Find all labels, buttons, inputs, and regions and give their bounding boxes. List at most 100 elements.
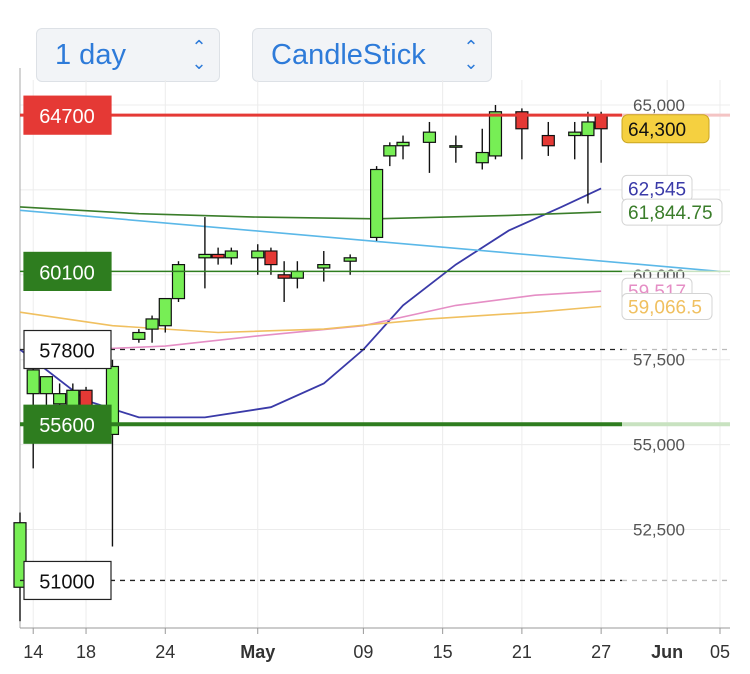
candle [475, 128, 489, 170]
candle [594, 111, 608, 163]
moving-average-line [19, 206, 602, 220]
candle-body [158, 297, 172, 327]
price-level-badge [23, 95, 112, 135]
candle-body [594, 114, 608, 130]
price-level-badge [23, 560, 112, 601]
candle-body [475, 151, 489, 164]
candle-body [251, 250, 265, 259]
x-tick-label: May [240, 642, 275, 662]
price-level-badge [23, 404, 112, 444]
candle [251, 244, 265, 275]
x-tick-label: Jun [651, 642, 683, 662]
candle-body [198, 253, 212, 259]
candle-body [541, 134, 555, 147]
candle-body [370, 168, 384, 239]
interval-select-label: 1 day [55, 38, 126, 71]
moving-average-line [19, 209, 721, 273]
candle-body [343, 257, 357, 262]
candle [13, 512, 27, 622]
candle-body [290, 270, 304, 279]
price-level-badge [23, 329, 112, 370]
candle [396, 135, 410, 160]
candle [224, 247, 238, 265]
value-badge [621, 292, 713, 320]
candle [541, 121, 555, 156]
price-level-text: 60100 [39, 262, 95, 284]
price-level-text: 51000 [39, 571, 95, 593]
y-tick-label: 55,000 [633, 436, 685, 455]
candle-body [211, 253, 225, 259]
value-text: 61,844.75 [628, 203, 713, 224]
right-value-label: 59,066.5 [621, 292, 713, 320]
y-tick-label: 52,500 [633, 521, 685, 540]
value-text: 62,545 [628, 179, 686, 200]
candle [198, 217, 212, 289]
last-price-badge [621, 114, 710, 144]
price-level-label[interactable]: 64700 [23, 95, 112, 135]
right-value-label: 61,844.75 [621, 198, 723, 226]
right-value-label: 62,545 [621, 174, 693, 202]
candle [581, 111, 595, 204]
candle [105, 359, 120, 547]
candle [568, 121, 582, 160]
x-tick-label: 09 [353, 642, 373, 662]
x-tick-label: 21 [512, 642, 532, 662]
price-level-label[interactable]: 60100 [23, 251, 112, 291]
candle [132, 329, 146, 343]
x-tick-label: 05 [710, 642, 730, 662]
candle [317, 251, 331, 282]
chart-type-select[interactable]: CandleStick ⌃ ⌄ [252, 28, 492, 82]
price-level-label[interactable]: 57800 [23, 329, 112, 370]
value-text: 59,066.5 [628, 297, 702, 318]
x-tick-label: 14 [23, 642, 43, 662]
price-level-badge [23, 251, 112, 291]
price-level-text: 57800 [39, 341, 95, 363]
chart-type-select-label: CandleStick [271, 38, 426, 71]
candle-body [383, 145, 397, 157]
up-down-chevron-icon: ⌃ ⌄ [463, 37, 479, 73]
price-level-label[interactable]: 55600 [23, 404, 112, 444]
moving-averages [19, 187, 721, 419]
price-level-text: 64700 [39, 106, 95, 128]
grid [20, 80, 730, 628]
y-tick-label: 57,500 [633, 351, 685, 370]
value-badge [621, 198, 723, 226]
candle-body [277, 274, 291, 279]
x-tick-label: 15 [433, 642, 453, 662]
interval-select[interactable]: 1 day ⌃ ⌄ [36, 28, 220, 82]
candle [264, 247, 278, 275]
candle [171, 261, 186, 302]
moving-average-line [19, 305, 602, 334]
candle [290, 261, 304, 289]
y-tick-label: 65,000 [633, 96, 685, 115]
candle-body [396, 141, 410, 147]
candle [370, 166, 384, 241]
x-tick-label: 27 [591, 642, 611, 662]
price-levels[interactable]: 64700 60100 57800 55600 51000 [20, 95, 730, 601]
candle [158, 297, 172, 333]
candle [277, 261, 291, 302]
candle-body [264, 250, 278, 266]
x-tick-label: 18 [76, 642, 96, 662]
x-tick-label: 24 [155, 642, 175, 662]
candle-body [171, 264, 186, 300]
candle-body [224, 250, 238, 259]
candle [145, 315, 159, 343]
candle [488, 104, 503, 160]
candle-body [568, 131, 582, 137]
candle [211, 247, 225, 265]
price-level-text: 55600 [39, 415, 95, 437]
candle-body [53, 393, 67, 405]
candle-body [449, 145, 463, 148]
price-level-label[interactable]: 51000 [23, 560, 112, 601]
x-axis: 14 18 24 May 09 15 21 27 Jun 05 [19, 68, 730, 662]
candle [383, 142, 397, 167]
candle-body [145, 318, 159, 330]
candle-body [26, 369, 40, 395]
moving-average-line [19, 187, 602, 419]
candle-body [317, 264, 331, 269]
candle-body [422, 131, 437, 143]
candle-body [581, 121, 595, 137]
